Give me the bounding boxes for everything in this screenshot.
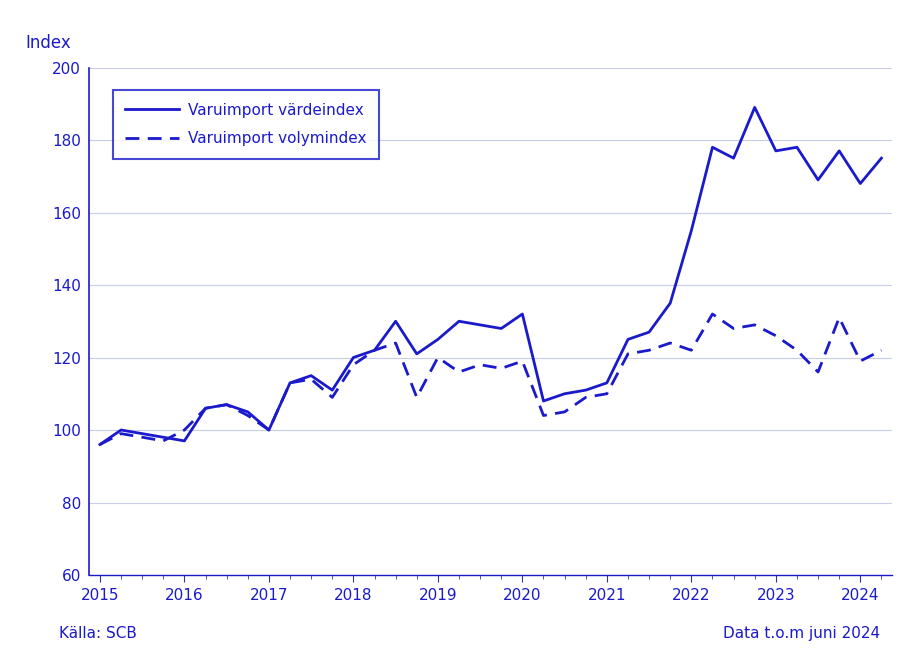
Varuimport värdeindex [496, 324, 507, 332]
Varuimport värdeindex [686, 227, 697, 235]
Varuimport värdeindex [770, 147, 781, 155]
Varuimport värdeindex [834, 147, 844, 155]
Varuimport värdeindex [813, 176, 824, 184]
Varuimport värdeindex [749, 103, 760, 111]
Varuimport volymindex [622, 350, 633, 358]
Varuimport volymindex [242, 411, 253, 419]
Varuimport volymindex [580, 393, 591, 401]
Varuimport värdeindex [644, 328, 655, 336]
Varuimport volymindex [285, 379, 296, 387]
Varuimport volymindex [115, 430, 126, 437]
Varuimport volymindex [517, 358, 528, 365]
Varuimport värdeindex [728, 154, 739, 162]
Varuimport volymindex [158, 437, 169, 445]
Varuimport volymindex [137, 434, 148, 441]
Text: Data t.o.m juni 2024: Data t.o.m juni 2024 [723, 627, 880, 642]
Varuimport volymindex [390, 339, 401, 347]
Varuimport volymindex [348, 361, 359, 369]
Varuimport volymindex [876, 346, 887, 354]
Varuimport värdeindex [601, 379, 612, 387]
Varuimport volymindex [538, 411, 549, 419]
Varuimport volymindex [94, 441, 105, 448]
Varuimport värdeindex [200, 404, 211, 412]
Varuimport värdeindex [433, 335, 444, 343]
Varuimport värdeindex [411, 350, 422, 358]
Varuimport värdeindex [285, 379, 296, 387]
Varuimport värdeindex [792, 144, 803, 151]
Varuimport värdeindex [454, 317, 464, 325]
Varuimport värdeindex [622, 335, 633, 343]
Varuimport volymindex [306, 375, 317, 383]
Varuimport värdeindex [115, 426, 126, 434]
Varuimport volymindex [433, 354, 444, 361]
Varuimport värdeindex [707, 144, 718, 151]
Varuimport volymindex [454, 368, 464, 376]
Varuimport volymindex [855, 358, 866, 365]
Varuimport volymindex [327, 393, 337, 401]
Varuimport volymindex [813, 368, 824, 376]
Varuimport värdeindex [158, 434, 169, 441]
Varuimport värdeindex [179, 437, 190, 445]
Text: Källa: SCB: Källa: SCB [59, 627, 137, 642]
Varuimport värdeindex [517, 310, 528, 318]
Varuimport värdeindex [876, 154, 887, 162]
Varuimport volymindex [707, 310, 718, 318]
Varuimport volymindex [263, 426, 274, 434]
Varuimport volymindex [200, 404, 211, 412]
Text: Index: Index [25, 34, 71, 52]
Varuimport volymindex [369, 346, 380, 354]
Varuimport värdeindex [580, 386, 591, 394]
Varuimport värdeindex [348, 354, 359, 361]
Varuimport värdeindex [855, 179, 866, 187]
Legend: Varuimport värdeindex, Varuimport volymindex: Varuimport värdeindex, Varuimport volymi… [113, 90, 378, 159]
Varuimport volymindex [221, 401, 232, 409]
Varuimport volymindex [834, 314, 844, 322]
Varuimport volymindex [601, 390, 612, 398]
Varuimport volymindex [560, 408, 571, 416]
Line: Varuimport volymindex: Varuimport volymindex [100, 314, 882, 445]
Varuimport värdeindex [242, 408, 253, 416]
Varuimport värdeindex [327, 386, 337, 394]
Varuimport värdeindex [369, 346, 380, 354]
Varuimport volymindex [411, 393, 422, 401]
Varuimport volymindex [749, 321, 760, 329]
Varuimport värdeindex [94, 441, 105, 448]
Varuimport volymindex [644, 346, 655, 354]
Varuimport värdeindex [390, 317, 401, 325]
Varuimport värdeindex [665, 299, 676, 307]
Varuimport värdeindex [137, 430, 148, 437]
Varuimport volymindex [474, 361, 485, 369]
Line: Varuimport värdeindex: Varuimport värdeindex [100, 107, 882, 445]
Varuimport värdeindex [560, 390, 571, 398]
Varuimport volymindex [770, 332, 781, 340]
Varuimport värdeindex [538, 397, 549, 405]
Varuimport värdeindex [221, 401, 232, 409]
Varuimport volymindex [792, 346, 803, 354]
Varuimport värdeindex [263, 426, 274, 434]
Varuimport volymindex [728, 324, 739, 332]
Varuimport volymindex [496, 365, 507, 372]
Varuimport volymindex [179, 426, 190, 434]
Varuimport värdeindex [474, 321, 485, 329]
Varuimport volymindex [686, 346, 697, 354]
Varuimport volymindex [665, 339, 676, 347]
Varuimport värdeindex [306, 372, 317, 380]
